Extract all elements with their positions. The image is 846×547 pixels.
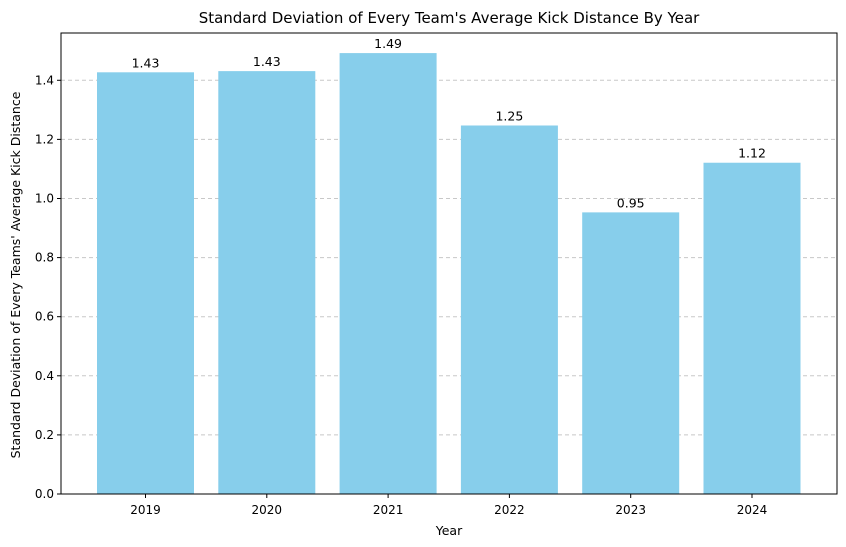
bar	[97, 72, 194, 494]
y-tick-label: 0.6	[35, 310, 54, 324]
x-tick-label: 2024	[737, 503, 768, 517]
y-tick-label: 1.2	[35, 132, 54, 146]
bar	[582, 212, 680, 494]
x-tick-label: 2020	[252, 503, 283, 517]
x-tick-label: 2021	[373, 503, 404, 517]
y-tick-label: 0.8	[35, 251, 54, 265]
x-tick-label: 2023	[615, 503, 646, 517]
data-labels-group: 1.43 1.43 1.49 1.25 0.95 1.12	[132, 36, 766, 210]
y-axis: 0.0 0.2 0.4 0.6 0.8 1.0 1.2 1.4	[35, 73, 61, 501]
bar-data-label: 0.95	[617, 195, 645, 210]
bar-data-label: 1.25	[495, 108, 523, 123]
y-tick-label: 1.4	[35, 73, 54, 87]
y-tick-label: 0.4	[35, 369, 54, 383]
x-axis-label: Year	[435, 523, 463, 538]
bar-data-label: 1.49	[374, 36, 402, 51]
y-tick-label: 1.0	[35, 191, 54, 205]
x-axis: 2019 2020 2021 2022 2023 2024	[130, 494, 767, 517]
y-tick-label: 0.2	[35, 428, 54, 442]
bar	[460, 125, 558, 494]
bar	[703, 162, 801, 494]
chart-title: Standard Deviation of Every Team's Avera…	[199, 9, 700, 27]
plot-frame	[60, 32, 838, 495]
x-tick-label: 2019	[130, 503, 161, 517]
bars-group	[97, 53, 801, 494]
bar	[218, 71, 316, 494]
y-tick-label: 0.0	[35, 487, 54, 501]
y-axis-label: Standard Deviation of Every Teams' Avera…	[8, 91, 23, 458]
bar	[339, 53, 437, 494]
bar-data-label: 1.43	[253, 54, 281, 69]
x-tick-label: 2022	[494, 503, 525, 517]
bar-data-label: 1.43	[132, 55, 160, 70]
bar-data-label: 1.12	[738, 146, 766, 161]
